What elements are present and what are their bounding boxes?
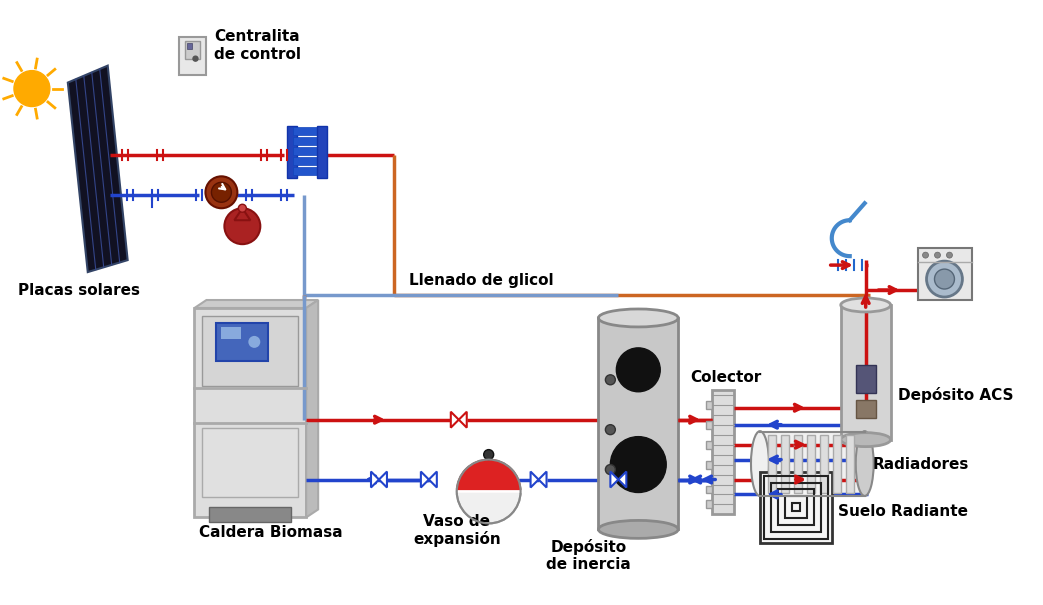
Bar: [194, 308, 307, 517]
Bar: [820, 434, 828, 494]
Bar: [293, 157, 321, 165]
Bar: [706, 420, 712, 429]
Circle shape: [457, 460, 520, 523]
Bar: [187, 43, 193, 48]
Bar: [706, 401, 712, 409]
Bar: [792, 503, 800, 511]
Text: Depósito ACS: Depósito ACS: [898, 387, 1013, 403]
Circle shape: [14, 71, 50, 106]
Circle shape: [605, 465, 615, 474]
Bar: [771, 483, 821, 532]
Circle shape: [239, 204, 246, 212]
Circle shape: [212, 182, 232, 202]
Bar: [293, 148, 321, 155]
Bar: [785, 497, 807, 518]
Bar: [760, 471, 831, 543]
Text: Caldera Biomasa: Caldera Biomasa: [199, 525, 343, 540]
Polygon shape: [618, 471, 627, 488]
Bar: [317, 126, 328, 178]
Circle shape: [935, 252, 941, 258]
Circle shape: [248, 336, 261, 348]
Bar: [706, 485, 712, 494]
Polygon shape: [235, 208, 250, 220]
Text: Llenado de glicol: Llenado de glicol: [409, 273, 554, 288]
Bar: [918, 248, 972, 300]
Bar: [855, 365, 876, 393]
Ellipse shape: [599, 520, 678, 538]
Bar: [832, 434, 841, 494]
Polygon shape: [68, 65, 127, 272]
Text: Vaso de
expansión: Vaso de expansión: [413, 514, 501, 548]
Circle shape: [205, 176, 238, 208]
Circle shape: [484, 450, 493, 460]
Bar: [768, 434, 776, 494]
Polygon shape: [610, 471, 618, 488]
Bar: [855, 400, 876, 417]
Circle shape: [935, 269, 954, 289]
Bar: [846, 434, 854, 494]
Polygon shape: [307, 300, 318, 517]
Bar: [763, 476, 828, 540]
Circle shape: [926, 261, 963, 297]
Bar: [178, 37, 207, 74]
Ellipse shape: [751, 431, 769, 496]
Bar: [781, 434, 789, 494]
Bar: [778, 489, 814, 525]
Polygon shape: [194, 300, 318, 308]
Bar: [293, 168, 321, 175]
Polygon shape: [421, 471, 429, 488]
Circle shape: [922, 252, 928, 258]
Ellipse shape: [855, 431, 874, 496]
Circle shape: [946, 252, 952, 258]
Bar: [706, 460, 712, 468]
Polygon shape: [451, 412, 459, 428]
Bar: [287, 126, 297, 178]
Circle shape: [605, 425, 615, 434]
Circle shape: [616, 348, 660, 392]
Bar: [216, 323, 268, 361]
Ellipse shape: [841, 433, 891, 446]
Bar: [202, 316, 298, 386]
Bar: [706, 500, 712, 508]
Polygon shape: [457, 460, 520, 491]
Text: Placas solares: Placas solares: [18, 283, 140, 298]
Bar: [841, 305, 891, 440]
Ellipse shape: [599, 309, 678, 327]
Ellipse shape: [841, 298, 891, 312]
Text: Depósito
de inercia: Depósito de inercia: [547, 539, 631, 572]
Bar: [185, 41, 200, 59]
Text: Radiadores: Radiadores: [873, 457, 969, 472]
Bar: [599, 318, 678, 529]
Polygon shape: [459, 412, 467, 428]
Polygon shape: [531, 471, 538, 488]
Bar: [706, 440, 712, 449]
Polygon shape: [538, 471, 547, 488]
Bar: [712, 390, 734, 514]
Text: Colector: Colector: [690, 370, 761, 385]
Polygon shape: [429, 471, 437, 488]
Bar: [794, 434, 802, 494]
Text: Centralita
de control: Centralita de control: [215, 30, 301, 62]
Bar: [293, 128, 321, 136]
Circle shape: [605, 375, 615, 385]
Bar: [210, 508, 291, 522]
Bar: [807, 434, 815, 494]
Circle shape: [193, 56, 198, 61]
Circle shape: [610, 437, 666, 492]
Polygon shape: [379, 471, 387, 488]
Bar: [293, 137, 321, 145]
Circle shape: [224, 208, 261, 244]
Bar: [202, 428, 298, 497]
Bar: [760, 431, 865, 497]
Polygon shape: [371, 471, 379, 488]
Bar: [221, 327, 241, 339]
Text: Suelo Radiante: Suelo Radiante: [838, 504, 968, 519]
